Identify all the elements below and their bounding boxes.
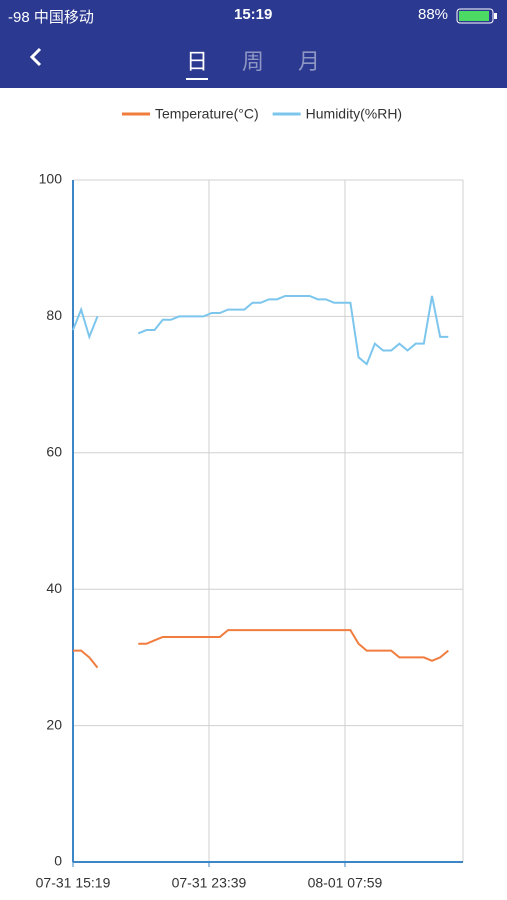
y-tick-label: 80 <box>46 307 62 323</box>
x-tick-label: 07-31 23:39 <box>172 875 247 891</box>
back-button[interactable] <box>26 46 46 68</box>
series-line <box>73 629 449 669</box>
legend-label: Humidity(%RH) <box>306 106 402 122</box>
carrier: -98 中国移动 <box>8 9 94 26</box>
legend-label: Temperature(°C) <box>155 106 259 122</box>
header: -98 中国移动 15:19 88% 日 周 月 <box>0 0 507 88</box>
y-tick-label: 20 <box>46 716 62 732</box>
battery-icon <box>456 8 497 24</box>
tab-day[interactable]: 日 <box>186 44 209 80</box>
y-tick-label: 100 <box>39 171 63 187</box>
tab-week[interactable]: 周 <box>242 49 265 74</box>
y-tick-label: 60 <box>46 444 62 460</box>
clock: 15:19 <box>234 6 273 23</box>
y-tick-label: 40 <box>46 580 62 596</box>
x-tick-label: 07-31 15:19 <box>36 875 111 891</box>
x-tick-label: 08-01 07:59 <box>308 875 383 891</box>
y-tick-label: 0 <box>54 853 62 869</box>
battery-level: 88% <box>418 6 449 23</box>
series-line <box>72 294 449 366</box>
chart: Temperature(°C) Humidity(%RH) 0 20 40 60 80 100… <box>36 106 464 891</box>
tab-month[interactable]: 月 <box>298 49 321 74</box>
